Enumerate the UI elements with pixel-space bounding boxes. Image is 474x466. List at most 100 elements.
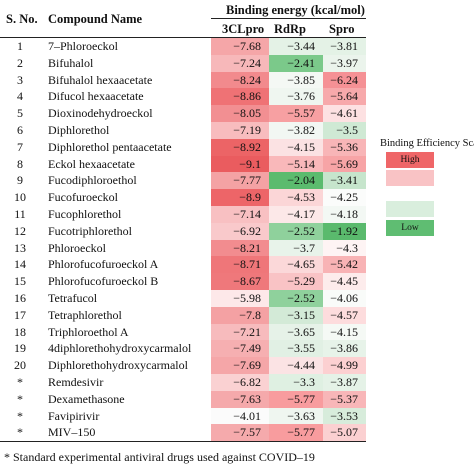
header-compound: Compound Name: [48, 12, 143, 26]
row-compound-name: Tetrafucol: [48, 291, 98, 305]
table-row: 17 Tetraphlorethol −7.8 −3.15 −4.57: [0, 306, 366, 324]
row-3clpro-value: −6.92: [211, 222, 269, 240]
row-sno: 3: [17, 72, 23, 87]
row-spro-value: −4.45: [323, 273, 366, 290]
row-sno: 6: [17, 123, 23, 137]
row-compound-name: Eckol hexaacetate: [48, 156, 135, 171]
header-sno: S. No.: [6, 12, 38, 26]
row-3clpro-value: −7.14: [211, 206, 269, 223]
row-spro-value: −5.42: [323, 256, 366, 274]
row-3clpro-value: −7.63: [211, 390, 269, 408]
row-compound-name: Dioxinodehydroeckol: [48, 106, 153, 121]
table-row: 5 Dioxinodehydroeckol −8.05 −5.57 −4.61: [0, 105, 366, 122]
table-row: * Remdesivir −6.82 −3.3 −3.87: [0, 374, 366, 391]
table-row: * Dexamethasone −7.63 −5.77 −5.37: [0, 390, 366, 408]
row-rdrp-value: −2.04: [269, 172, 323, 190]
row-3clpro-value: −8.71: [211, 256, 269, 274]
row-3clpro-value: −4.01: [211, 407, 269, 425]
header-bottom-rule: [0, 37, 366, 38]
row-rdrp-value: −3.7: [269, 239, 323, 257]
row-rdrp-value: −3.15: [269, 306, 323, 324]
table-row: 18 Triphloroethol A −7.21 −3.65 −4.15: [0, 323, 366, 341]
table-row: * MIV–150 −7.57 −5.77 −5.07: [0, 424, 366, 442]
row-sno: 17: [14, 307, 26, 322]
row-compound-name: Favipirivir: [48, 408, 100, 423]
row-3clpro-value: −7.24: [211, 54, 269, 72]
row-compound-name: Diphlorethohydroxycarmalol: [48, 358, 188, 373]
table-row: 7 Diphlorethol pentaacetate −8.92 −4.15 −5.3…: [0, 138, 366, 156]
row-rdrp-value: −3.85: [269, 71, 323, 89]
row-3clpro-value: −8.86: [211, 88, 269, 106]
row-compound-name: MIV–150: [48, 425, 96, 440]
row-rdrp-value: −3.44: [269, 38, 323, 55]
scale-swatch-4: [386, 201, 434, 217]
row-sno: 5: [17, 106, 23, 121]
table-row: 6 Diphlorethol −7.19 −3.82 −3.5: [0, 122, 366, 139]
row-rdrp-value: −3.3: [269, 374, 323, 391]
table-row: 13 Phloroeckol −8.21 −3.7 −4.3: [0, 239, 366, 257]
row-3clpro-value: −7.19: [211, 122, 269, 139]
table-row: 10 Fucofuroeckol −8.9 −4.53 −4.25: [0, 189, 366, 206]
row-compound-name: Tetraphlorethol: [48, 307, 122, 322]
scale-low-label: Low: [401, 223, 419, 233]
scale-swatch-3: [386, 188, 434, 204]
row-rdrp-value: −2.52: [269, 222, 323, 240]
row-rdrp-value: −3.65: [269, 323, 323, 341]
scale-high-label: High: [400, 155, 420, 165]
row-compound-name: Phlorofucofuroeckol A: [48, 257, 159, 272]
row-spro-value: −4.25: [323, 189, 366, 206]
row-compound-name: Bifuhalol hexaacetate: [48, 72, 153, 87]
row-spro-value: −6.24: [323, 71, 366, 89]
row-3clpro-value: −8.21: [211, 239, 269, 257]
row-spro-value: −5.64: [323, 88, 366, 106]
table-row: 1 7–Phloroeckol −7.68 −3.44 −3.81: [0, 38, 366, 55]
row-rdrp-value: −2.41: [269, 54, 323, 72]
table-row: 15 Phlorofucofuroeckol B −8.67 −5.29 −4.45: [0, 273, 366, 290]
row-sno: 2: [17, 55, 23, 70]
row-sno: *: [17, 425, 23, 440]
row-compound-name: Fucophlorethol: [48, 207, 122, 221]
table-row: 3 Bifuhalol hexaacetate −8.24 −3.85 −6.24: [0, 71, 366, 89]
table-row: 20 Diphlorethohydroxycarmalol −7.69 −4.44 −4…: [0, 357, 366, 374]
table-row: 19 4diphlorethohydroxycarmalol −7.49 −3.55−…: [0, 340, 366, 358]
row-rdrp-value: −4.65: [269, 256, 323, 274]
row-3clpro-value: −7.21: [211, 323, 269, 341]
table-row: 12 Fucotriphlorethol −6.92 −2.52 −1.92: [0, 222, 366, 240]
row-compound-name: Fucodiphloroethol: [48, 173, 137, 188]
row-rdrp-value: −4.15: [269, 138, 323, 156]
header-spro: Spro: [329, 22, 355, 36]
row-sno: 8: [17, 156, 23, 171]
row-rdrp-value: −2.52: [269, 290, 323, 307]
row-3clpro-value: −9.1: [211, 155, 269, 173]
row-compound-name: Remdesivir: [48, 375, 104, 389]
row-rdrp-value: −5.77: [269, 424, 323, 442]
row-3clpro-value: −8.05: [211, 105, 269, 122]
row-3clpro-value: −7.77: [211, 172, 269, 190]
row-3clpro-value: −7.8: [211, 306, 269, 324]
row-sno: 15: [14, 274, 26, 289]
scale-high-swatch: High: [386, 152, 434, 168]
row-sno: 7: [17, 139, 23, 154]
row-spro-value: −4.57: [323, 306, 366, 324]
header-3clpro: 3CLpro: [222, 22, 265, 36]
row-compound-name: 7–Phloroeckol: [48, 39, 118, 53]
row-3clpro-value: −5.98: [211, 290, 269, 307]
row-spro-value: −5.37: [323, 390, 366, 408]
row-spro-value: −3.5: [323, 122, 366, 139]
row-compound-name: 4diphlorethohydroxycarmalol: [48, 341, 192, 356]
row-sno: 14: [14, 257, 26, 272]
row-sno: 1: [17, 39, 23, 53]
row-3clpro-value: −8.9: [211, 189, 269, 206]
row-rdrp-value: −4.53: [269, 189, 323, 206]
row-spro-value: −4.99: [323, 357, 366, 374]
row-spro-value: −3.41: [323, 172, 366, 190]
row-rdrp-value: −5.14: [269, 155, 323, 173]
row-sno: 19: [14, 341, 26, 356]
footnote: * Standard experimental antiviral drugs …: [4, 450, 315, 464]
row-sno: 11: [14, 207, 26, 221]
row-sno: 9: [17, 173, 23, 188]
row-rdrp-value: −4.44: [269, 357, 323, 374]
row-compound-name: Phlorofucofuroeckol B: [48, 274, 159, 289]
scale-low-swatch: Low: [386, 220, 434, 236]
header-group-rule: [211, 18, 366, 19]
